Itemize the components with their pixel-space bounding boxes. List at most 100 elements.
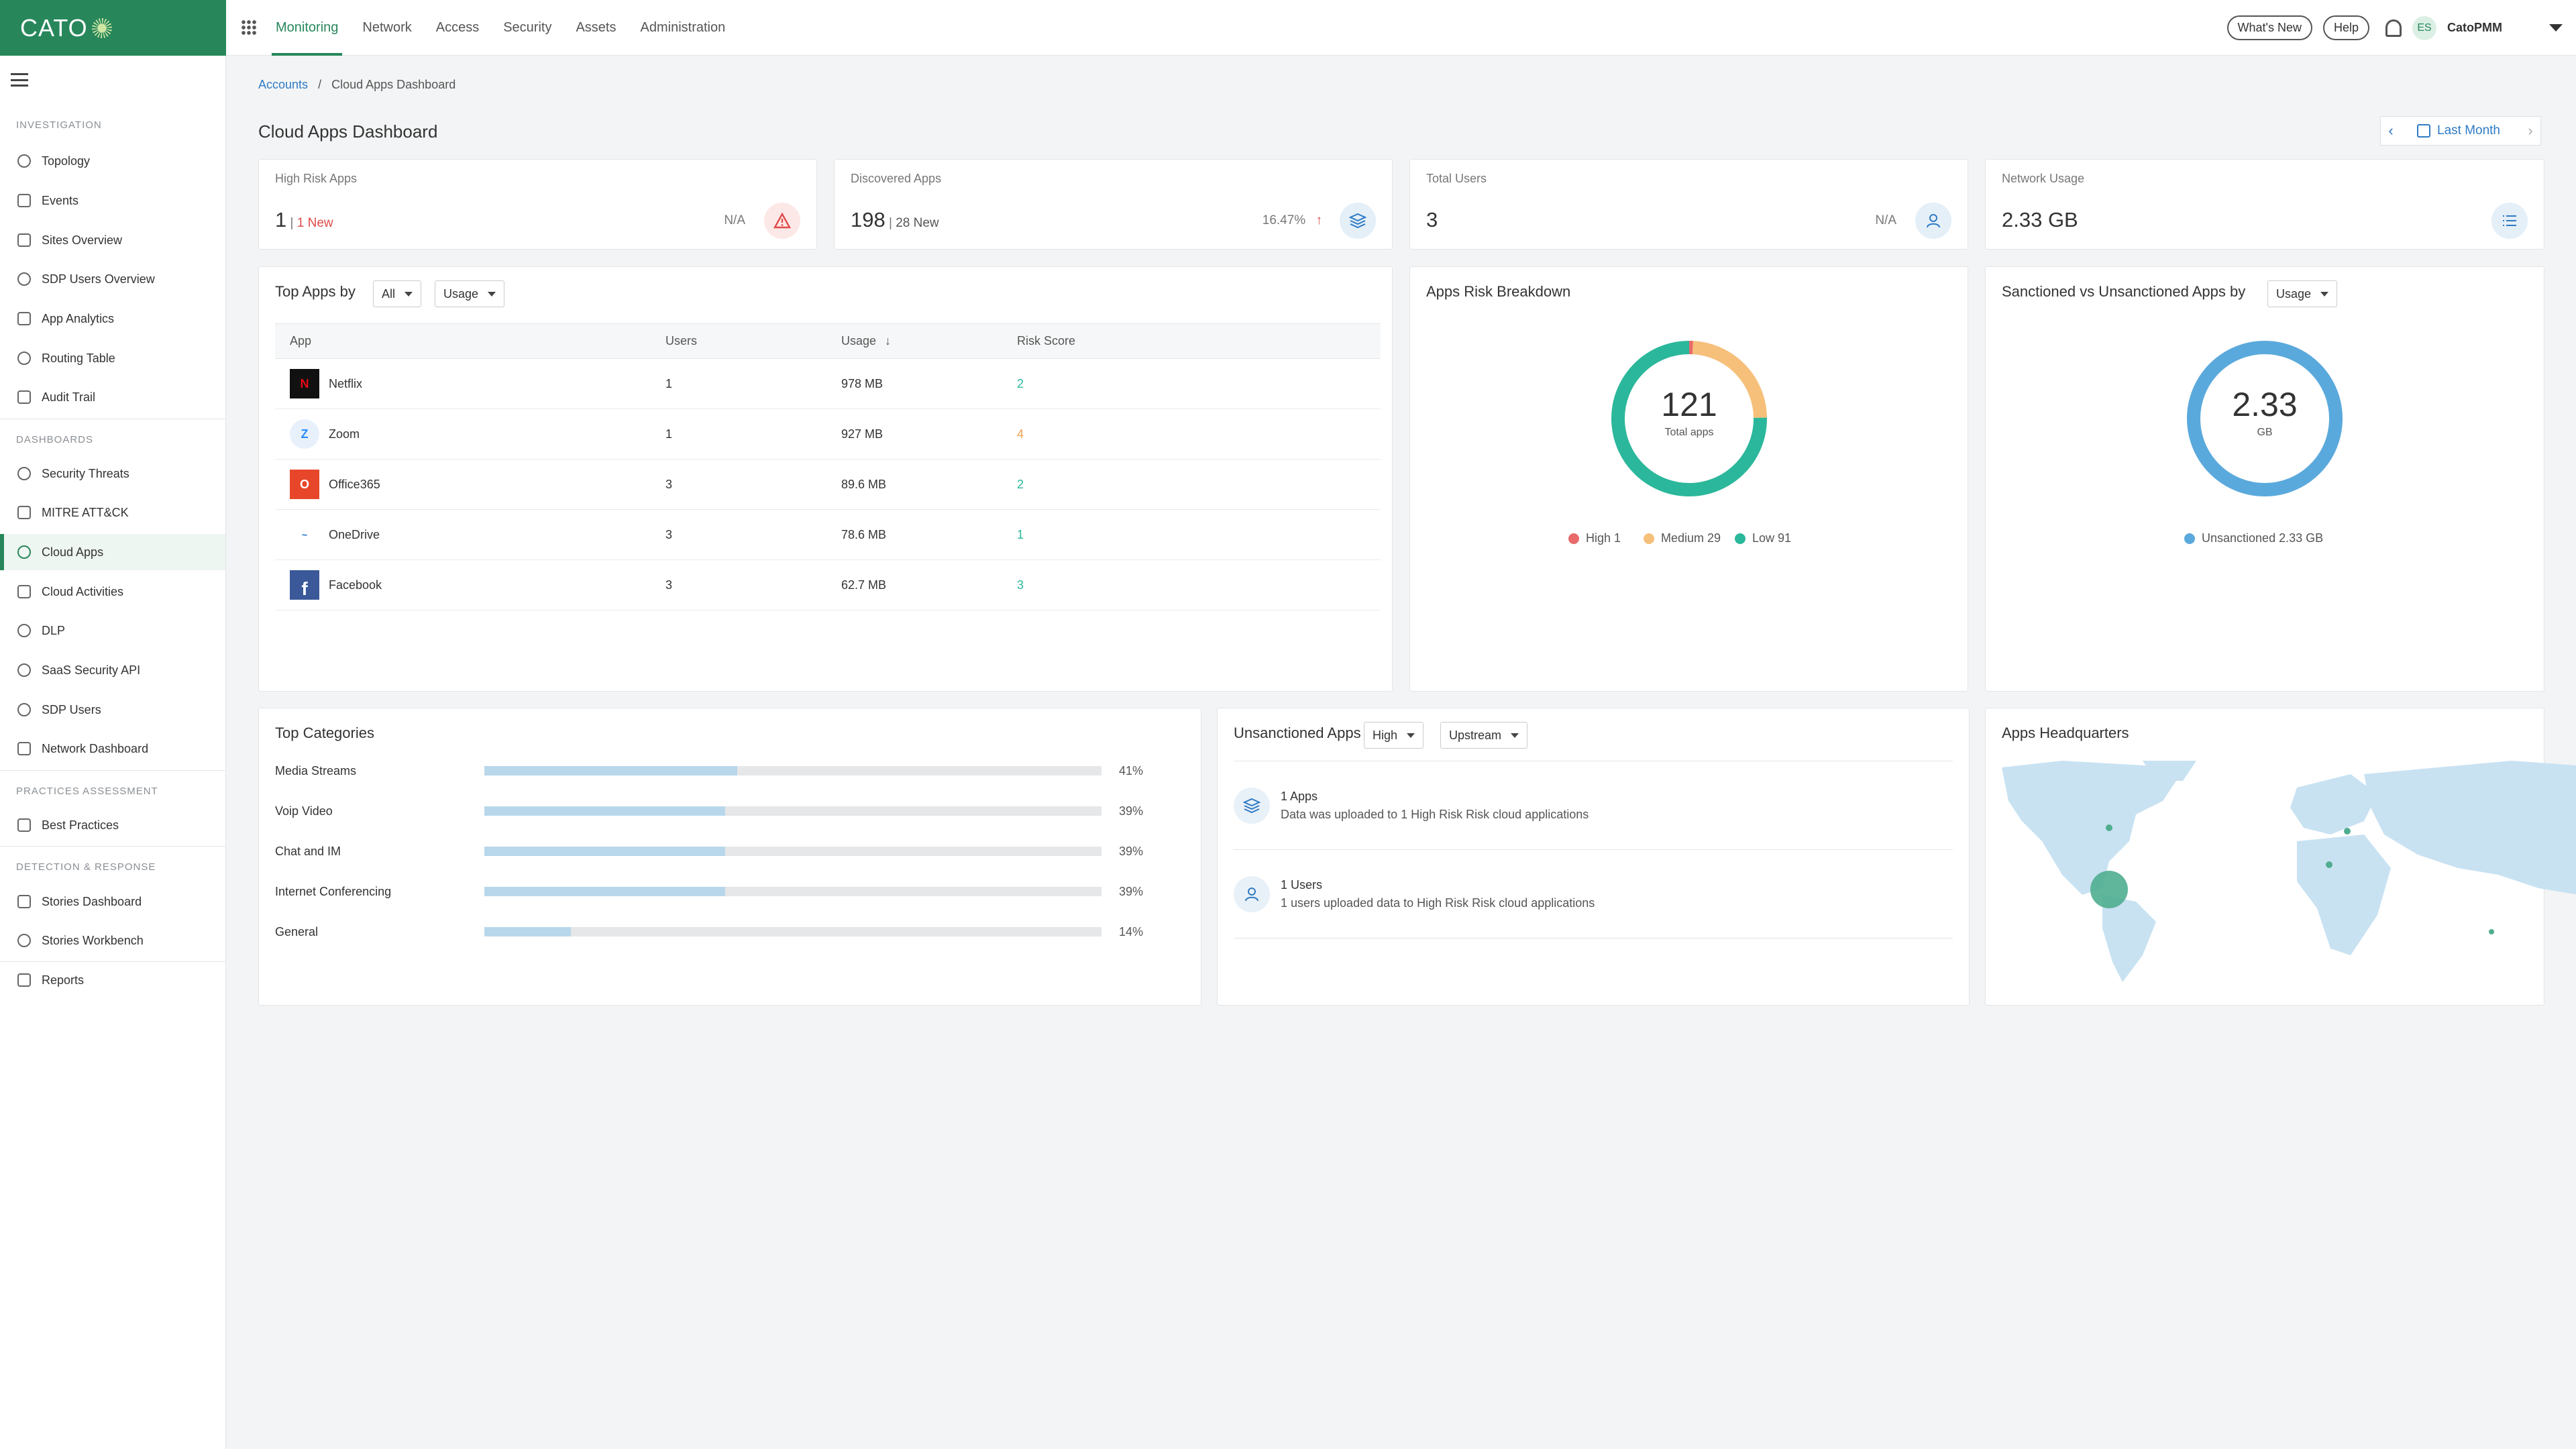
sidebar-item-dlp[interactable]: DLP <box>0 612 225 649</box>
sidebar-item-routing-table[interactable]: Routing Table <box>0 340 225 376</box>
sidebar-item-network-dashboard[interactable]: Network Dashboard <box>0 731 225 767</box>
world-map[interactable] <box>2002 761 2576 982</box>
col-users[interactable]: Users <box>651 323 826 359</box>
user-menu-chevron-down-icon[interactable] <box>2549 24 2563 32</box>
sidebar-item-security-threats[interactable]: Security Threats <box>0 455 225 492</box>
sidebar-item-sites-overview[interactable]: Sites Overview <box>0 222 225 258</box>
audit-trail-icon <box>17 390 31 404</box>
layers-icon <box>1234 787 1270 824</box>
sidebar-item-saas-security-api[interactable]: SaaS Security API <box>0 652 225 688</box>
table-row[interactable]: O Office365 3 89.6 MB 2 <box>275 459 1381 510</box>
hq-marker[interactable] <box>2326 861 2332 868</box>
sidebar-item-sdp-users-overview[interactable]: SDP Users Overview <box>0 261 225 297</box>
sidebar-item-cloud-apps[interactable]: Cloud Apps <box>0 534 225 570</box>
calendar-icon <box>2417 124 2430 138</box>
user-name[interactable]: CatoPMM <box>2447 21 2502 34</box>
unsanctioned-filter-high[interactable]: High <box>1364 722 1424 749</box>
category-label: Chat and IM <box>275 844 341 858</box>
topology-icon <box>17 154 31 168</box>
category-percent: 41% <box>1119 763 1144 777</box>
sidebar-item-mitre[interactable]: MITRE ATT&CK <box>0 494 225 531</box>
table-row[interactable]: ~ OneDrive 3 78.6 MB 1 <box>275 509 1381 560</box>
hq-marker[interactable] <box>2106 824 2112 831</box>
kpi-total-users[interactable]: Total Users 3 N/A <box>1409 159 1968 250</box>
sidebar-item-topology[interactable]: Topology <box>0 143 225 179</box>
hq-marker-usa[interactable] <box>2090 871 2128 908</box>
table-row[interactable]: N Netflix 1 978 MB 2 <box>275 358 1381 409</box>
legend-unsanctioned[interactable]: Unsanctioned 2.33 GB <box>2184 531 2323 545</box>
sidebar-item-audit-trail[interactable]: Audit Trail <box>0 379 225 415</box>
tab-network[interactable]: Network <box>362 19 412 35</box>
tab-security[interactable]: Security <box>503 19 552 35</box>
top-apps-filter-all[interactable]: All <box>373 280 422 307</box>
donut-slice-unsanctioned[interactable] <box>2187 341 2343 496</box>
sidebar-item-app-analytics[interactable]: App Analytics <box>0 301 225 337</box>
apps-grid-icon[interactable] <box>241 19 257 36</box>
unsanctioned-filter-upstream[interactable]: Upstream <box>1440 722 1528 749</box>
date-range-picker[interactable]: ‹ Last Month › <box>2380 116 2541 146</box>
sidebar-item-events[interactable]: Events <box>0 182 225 219</box>
top-apps-filter-usage[interactable]: Usage <box>435 280 505 307</box>
warning-icon <box>764 203 800 239</box>
col-usage[interactable]: Usage ↓ <box>826 323 1002 359</box>
africa-shape <box>2297 835 2391 955</box>
north-america-shape <box>2002 761 2176 895</box>
table-row[interactable]: Z Zoom 1 927 MB 4 <box>275 409 1381 460</box>
asia-shape <box>2364 761 2576 895</box>
unsanctioned-users-item[interactable]: 1 Users 1 users uploaded data to High Ri… <box>1234 850 1953 938</box>
kpi-discovered-apps[interactable]: Discovered Apps 198 | 28 New 16.47% ↑ <box>834 159 1393 250</box>
hq-marker[interactable] <box>2489 929 2494 934</box>
app-users: 1 <box>651 358 826 409</box>
help-button[interactable]: Help <box>2322 15 2369 40</box>
category-row[interactable]: Internet Conferencing 39% <box>275 881 1143 902</box>
list-icon <box>2491 203 2528 239</box>
category-row[interactable]: Voip Video 39% <box>275 801 1143 821</box>
donut-slice-low[interactable] <box>1611 341 1767 496</box>
chevron-left-icon[interactable]: ‹ <box>2388 122 2394 139</box>
legend-medium[interactable]: Medium 29 <box>1644 531 1721 545</box>
category-row[interactable]: Chat and IM 39% <box>275 841 1143 861</box>
tab-assets[interactable]: Assets <box>576 19 616 35</box>
sort-down-icon: ↓ <box>885 334 892 347</box>
tab-access[interactable]: Access <box>435 19 480 35</box>
sidebar-item-reports[interactable]: Reports <box>0 962 225 998</box>
sidebar-item-cloud-activities[interactable]: Cloud Activities <box>0 574 225 610</box>
category-row[interactable]: Media Streams 41% <box>275 761 1143 781</box>
category-row[interactable]: General 14% <box>275 922 1143 942</box>
sidebar-item-sdp-users[interactable]: SDP Users <box>0 692 225 728</box>
hq-marker[interactable] <box>2344 828 2351 835</box>
whats-new-button[interactable]: What's New <box>2226 15 2312 40</box>
menu-icon[interactable] <box>11 73 28 87</box>
category-bar-track <box>484 806 1102 816</box>
apps-headquarters-title: Apps Headquarters <box>2002 724 2129 741</box>
legend-high[interactable]: High 1 <box>1568 531 1621 545</box>
sidebar-item-stories-workbench[interactable]: Stories Workbench <box>0 922 225 959</box>
sidebar-item-stories-dashboard[interactable]: Stories Dashboard <box>0 883 225 920</box>
sidebar-item-best-practices[interactable]: Best Practices <box>0 807 225 843</box>
app-users: 3 <box>651 559 826 610</box>
avatar[interactable]: ES <box>2412 15 2436 40</box>
col-app[interactable]: App <box>275 323 651 359</box>
zoom-logo: Z <box>290 419 319 449</box>
unsanctioned-apps-item[interactable]: 1 Apps Data was uploaded to 1 High Risk … <box>1234 761 1953 850</box>
user-icon <box>1234 875 1270 912</box>
sanctioned-filter-usage[interactable]: Usage <box>2267 280 2338 307</box>
breadcrumb: Accounts / Cloud Apps Dashboard <box>258 78 455 92</box>
app-name: Zoom <box>329 427 360 441</box>
bell-icon[interactable] <box>2385 19 2402 37</box>
sidebar-divider <box>0 846 225 847</box>
breadcrumb-accounts-link[interactable]: Accounts <box>258 78 309 91</box>
table-row[interactable]: f Facebook 3 62.7 MB 3 <box>275 559 1381 610</box>
kpi-value: 3 <box>1426 208 1438 231</box>
tab-administration[interactable]: Administration <box>640 19 726 35</box>
europe-shape <box>2290 774 2377 835</box>
kpi-high-risk-apps[interactable]: High Risk Apps 1 | 1 New N/A <box>258 159 817 250</box>
greenland-shape <box>2143 761 2196 781</box>
cato-logo[interactable]: CATO <box>0 0 226 56</box>
kpi-network-usage[interactable]: Network Usage 2.33 GB <box>1985 159 2544 250</box>
col-risk-score[interactable]: Risk Score <box>1002 323 1381 359</box>
chevron-right-icon[interactable]: › <box>2528 122 2533 139</box>
tab-monitoring[interactable]: Monitoring <box>271 0 343 56</box>
category-bar <box>484 806 725 816</box>
legend-low[interactable]: Low 91 <box>1735 531 1791 545</box>
